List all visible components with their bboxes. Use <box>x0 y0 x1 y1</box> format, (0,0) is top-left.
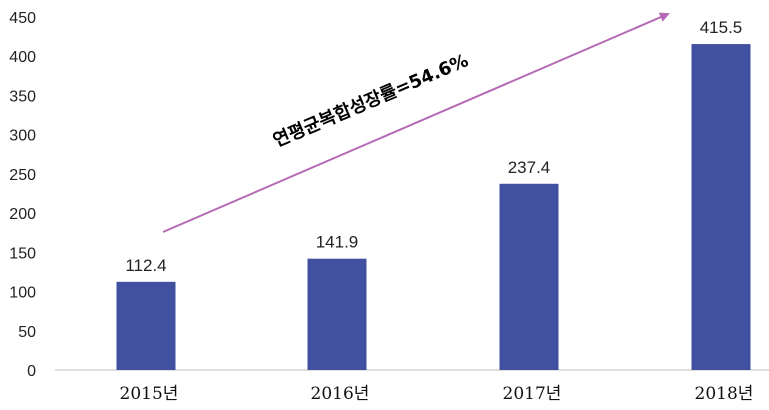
bars <box>116 44 751 371</box>
growth-arrow <box>162 12 670 233</box>
y-tick-label-450: 450 <box>9 10 36 27</box>
x-tick-label-2016년: 2016년 <box>311 384 370 404</box>
bar-2016년 <box>307 258 367 370</box>
data-label-2016년: 141.9 <box>316 233 359 252</box>
data-label-2018년: 415.5 <box>700 18 743 37</box>
y-tick-label-400: 400 <box>9 49 36 66</box>
y-tick-label-100: 100 <box>9 285 36 302</box>
bar-2015년 <box>116 281 176 370</box>
x-tick-label-2018년: 2018년 <box>695 384 754 404</box>
data-label-2015년: 112.4 <box>125 256 166 275</box>
growth-rate-annotation: 연평균복합성장률=54.6% <box>270 49 472 151</box>
y-tick-label-0: 0 <box>27 363 36 380</box>
y-tick-label-250: 250 <box>9 167 36 184</box>
x-tick-label-2017년: 2017년 <box>503 384 562 404</box>
data-labels: 112.4 141.9 237.4 415.5 <box>125 18 742 275</box>
data-label-2017년: 237.4 <box>508 158 551 177</box>
y-tick-label-350: 350 <box>9 88 36 105</box>
x-axis-ticks: 2015년 2016년 2017년 2018년 <box>120 384 754 404</box>
x-tick-label-2015년: 2015년 <box>120 384 179 404</box>
bar-2018년 <box>691 44 751 371</box>
y-tick-label-200: 200 <box>9 206 36 223</box>
y-tick-label-300: 300 <box>9 128 36 145</box>
y-tick-label-50: 50 <box>18 324 36 341</box>
y-tick-label-150: 150 <box>9 245 36 262</box>
y-axis: 0 50 100 150 200 250 300 350 400 450 <box>9 10 36 380</box>
bar-2017년 <box>499 183 559 370</box>
